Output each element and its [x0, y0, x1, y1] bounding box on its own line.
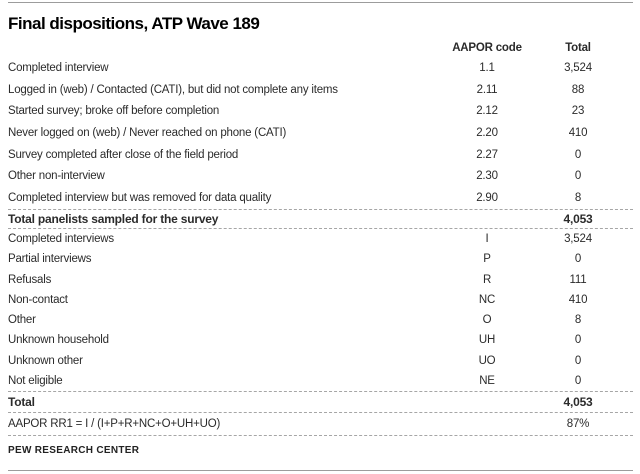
table-row: Logged in (web) / Contacted (CATI), but …	[8, 79, 633, 101]
row-total: 88	[571, 83, 585, 96]
row-total: 111	[569, 273, 587, 286]
row-total: 3,524	[564, 233, 592, 246]
row-label: Partial interviews	[8, 253, 92, 266]
row-total: 0	[574, 374, 582, 387]
row-total: 87%	[566, 418, 590, 430]
row-label: Not eligible	[8, 374, 63, 387]
response-rate-row: AAPOR RR1 = I / (I+P+R+NC+O+UH+UO) 87%	[8, 412, 633, 436]
table-header-row: AAPOR code Total	[8, 35, 633, 57]
page-title: Final dispositions, ATP Wave 189	[8, 14, 260, 33]
row-label: Other	[8, 314, 36, 327]
table-row: Partial interviews P 0	[8, 249, 633, 269]
row-total: 0	[574, 148, 582, 161]
row-label: Completed interview	[8, 61, 109, 74]
row-total: 0	[574, 354, 582, 367]
row-code: UH	[478, 334, 496, 347]
dispositions-section: Completed interview 1.1 3,524 Logged in (we…	[8, 57, 633, 209]
row-label: Logged in (web) / Contacted (CATI), but …	[8, 83, 338, 96]
table-row: Refusals R 111	[8, 270, 633, 290]
row-label: Other non-interview	[8, 170, 105, 183]
bottom-divider	[8, 470, 633, 471]
top-divider	[8, 2, 633, 3]
table-row: Completed interview 1.1 3,524	[8, 57, 633, 79]
row-code: 2.90	[476, 192, 498, 205]
table-row: Not eligible NE 0	[8, 371, 633, 391]
row-code: NC	[478, 293, 496, 306]
row-label: Completed interviews	[8, 233, 114, 246]
row-label: Unknown household	[8, 334, 109, 347]
row-label: Completed interview but was removed for …	[8, 192, 272, 205]
table-row: Survey completed after close of the fiel…	[8, 144, 633, 166]
row-label: Total	[8, 395, 35, 409]
table-row: Never logged on (web) / Never reached on…	[8, 122, 633, 144]
row-code: 2.27	[476, 148, 498, 161]
row-code: 2.11	[476, 83, 498, 96]
row-total: 23	[571, 105, 585, 118]
table-row: Completed interview but was removed for …	[8, 187, 633, 209]
row-code: 2.12	[476, 105, 498, 118]
row-code: 1.1	[479, 61, 495, 74]
row-label: Total panelists sampled for the survey	[8, 212, 219, 226]
row-code: NE	[479, 374, 495, 387]
row-code: R	[482, 273, 492, 286]
table-row: Unknown household UH 0	[8, 330, 633, 350]
row-label: Started survey; broke off before complet…	[8, 105, 220, 118]
table-row: Other non-interview 2.30 0	[8, 166, 633, 188]
row-code: 2.30	[476, 170, 498, 183]
row-total: 0	[574, 253, 582, 266]
table-row: Unknown other UO 0	[8, 351, 633, 371]
row-total: 0	[574, 334, 582, 347]
table-row: Other O 8	[8, 310, 633, 330]
row-total: 0	[574, 170, 582, 183]
row-code: P	[483, 253, 491, 266]
source-attribution: PEW RESEARCH CENTER	[8, 445, 140, 456]
table-row: Started survey; broke off before complet…	[8, 100, 633, 122]
total-sampled-row: Total panelists sampled for the survey 4…	[8, 209, 633, 229]
row-total: 410	[568, 293, 588, 306]
row-total: 4,053	[563, 395, 593, 409]
row-code: I	[485, 233, 489, 246]
row-label: Unknown other	[8, 354, 83, 367]
row-total: 4,053	[563, 212, 593, 226]
row-label: Refusals	[8, 273, 52, 286]
row-label: AAPOR RR1 = I / (I+P+R+NC+O+UH+UO)	[8, 418, 221, 430]
table-row: Non-contact NC 410	[8, 290, 633, 310]
row-total: 410	[568, 127, 588, 140]
row-code: O	[482, 314, 492, 327]
column-header-aapor-code: AAPOR code	[452, 42, 522, 54]
row-total: 3,524	[564, 61, 592, 74]
row-code: UO	[478, 354, 496, 367]
table-row: Completed interviews I 3,524	[8, 229, 633, 249]
row-label: Survey completed after close of the fiel…	[8, 148, 239, 161]
row-label: Never logged on (web) / Never reached on…	[8, 127, 287, 140]
aapor-categories-section: Completed interviews I 3,524 Partial interv…	[8, 229, 633, 391]
column-header-total: Total	[565, 42, 591, 54]
total-row: Total 4,053	[8, 391, 633, 412]
row-total: 8	[574, 192, 582, 205]
row-total: 8	[574, 314, 582, 327]
row-code: 2.20	[476, 127, 498, 140]
row-label: Non-contact	[8, 293, 68, 306]
